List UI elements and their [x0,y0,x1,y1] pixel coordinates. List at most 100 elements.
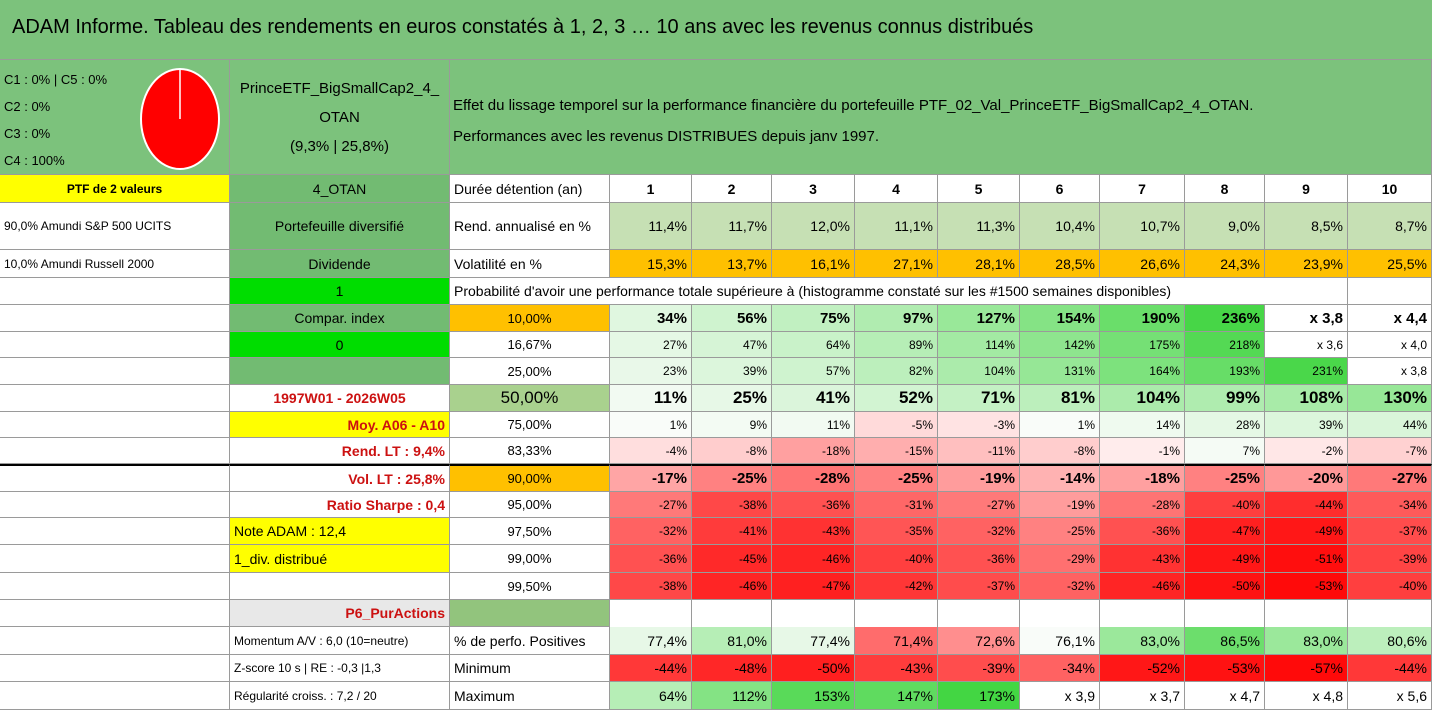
value-cell: 218% [1185,332,1265,358]
row-header [450,600,610,627]
row-label [0,464,230,492]
value-cell: 8 [1185,175,1265,203]
value-cell: -27% [610,492,692,518]
value-cell: -27% [1348,464,1432,492]
side-info: 1997W01 - 2026W05 [230,385,450,412]
value-cell: 164% [1100,358,1185,385]
value-cell: -20% [1265,464,1348,492]
side-info: Compar. index [230,305,450,332]
row-label [0,573,230,600]
value-cell: 77,4% [772,627,855,655]
side-info: Momentum A/V : 6,0 (10=neutre) [230,627,450,655]
value-cell: -36% [1100,518,1185,545]
side-info: 4_OTAN [230,175,450,203]
value-cell [1348,278,1432,305]
value-cell: 81% [1020,385,1100,412]
side-info: Z-score 10 s | RE : -0,3 |1,3 [230,655,450,682]
value-cell: -47% [1185,518,1265,545]
value-cell: -15% [855,438,938,464]
value-cell: 173% [938,682,1020,710]
value-cell [1348,600,1432,627]
row-header: Maximum [450,682,610,710]
value-cell: x 3,9 [1020,682,1100,710]
row-label [0,278,230,305]
value-cell: -28% [772,464,855,492]
value-cell: 190% [1100,305,1185,332]
row-label [0,358,230,385]
row-label [0,305,230,332]
value-cell: 142% [1020,332,1100,358]
value-cell: 23,9% [1265,250,1348,278]
value-cell: -48% [692,655,772,682]
value-cell: 231% [1265,358,1348,385]
row-label: 90,0% Amundi S&P 500 UCITS [0,203,230,250]
row-header: 50,00% [450,385,610,412]
value-cell: -41% [692,518,772,545]
value-cell: 114% [938,332,1020,358]
side-info: 0 [230,332,450,358]
row-header: 97,50% [450,518,610,545]
value-cell: 83,0% [1265,627,1348,655]
description-block: Effet du lissage temporel sur la perform… [450,60,1432,175]
value-cell: 64% [772,332,855,358]
value-cell: -37% [1348,518,1432,545]
value-cell: -38% [692,492,772,518]
value-cell: -43% [855,655,938,682]
value-cell: 23% [610,358,692,385]
value-cell: 1% [1020,412,1100,438]
value-cell: x 5,6 [1348,682,1432,710]
value-cell: 57% [772,358,855,385]
value-cell: 28,1% [938,250,1020,278]
value-cell: -50% [772,655,855,682]
allocation-line: C3 : 0% [4,126,51,141]
value-cell: 147% [855,682,938,710]
row-label [0,682,230,710]
value-cell: 15,3% [610,250,692,278]
value-cell: -25% [1020,518,1100,545]
value-cell: x 4,7 [1185,682,1265,710]
row-label [0,655,230,682]
value-cell: 9% [692,412,772,438]
row-label [0,627,230,655]
value-cell: 72,6% [938,627,1020,655]
row-label [0,545,230,573]
value-cell: -29% [1020,545,1100,573]
value-cell: 47% [692,332,772,358]
value-cell: -45% [692,545,772,573]
value-cell: 3 [772,175,855,203]
value-cell: 6 [1020,175,1100,203]
value-cell: 25% [692,385,772,412]
fund-line: OTAN [319,109,360,126]
value-cell [772,600,855,627]
value-cell: -18% [772,438,855,464]
value-cell: 10,4% [1020,203,1100,250]
value-cell: x 3,8 [1265,305,1348,332]
value-cell: 99% [1185,385,1265,412]
value-cell: 13,7% [692,250,772,278]
value-cell: -25% [855,464,938,492]
value-cell: -32% [610,518,692,545]
value-cell: -3% [938,412,1020,438]
value-cell: 1% [610,412,692,438]
row-header: Minimum [450,655,610,682]
side-info: Moy. A06 - A10 [230,412,450,438]
value-cell: x 3,6 [1265,332,1348,358]
value-cell: 39% [1265,412,1348,438]
value-cell: 154% [1020,305,1100,332]
fund-line: PrinceETF_BigSmallCap2_4_ [239,80,440,97]
value-cell: 97% [855,305,938,332]
row-label [0,600,230,627]
value-cell: -46% [1100,573,1185,600]
value-cell: 11,3% [938,203,1020,250]
value-cell: 11% [610,385,692,412]
value-cell: -44% [1265,492,1348,518]
value-cell: 71,4% [855,627,938,655]
description-line: Performances avec les revenus DISTRIBUES… [453,128,880,145]
value-cell: 104% [1100,385,1185,412]
value-cell: 27,1% [855,250,938,278]
value-cell: -39% [1348,545,1432,573]
value-cell: -36% [610,545,692,573]
value-cell: 153% [772,682,855,710]
value-cell: 28,5% [1020,250,1100,278]
row-header: 16,67% [450,332,610,358]
